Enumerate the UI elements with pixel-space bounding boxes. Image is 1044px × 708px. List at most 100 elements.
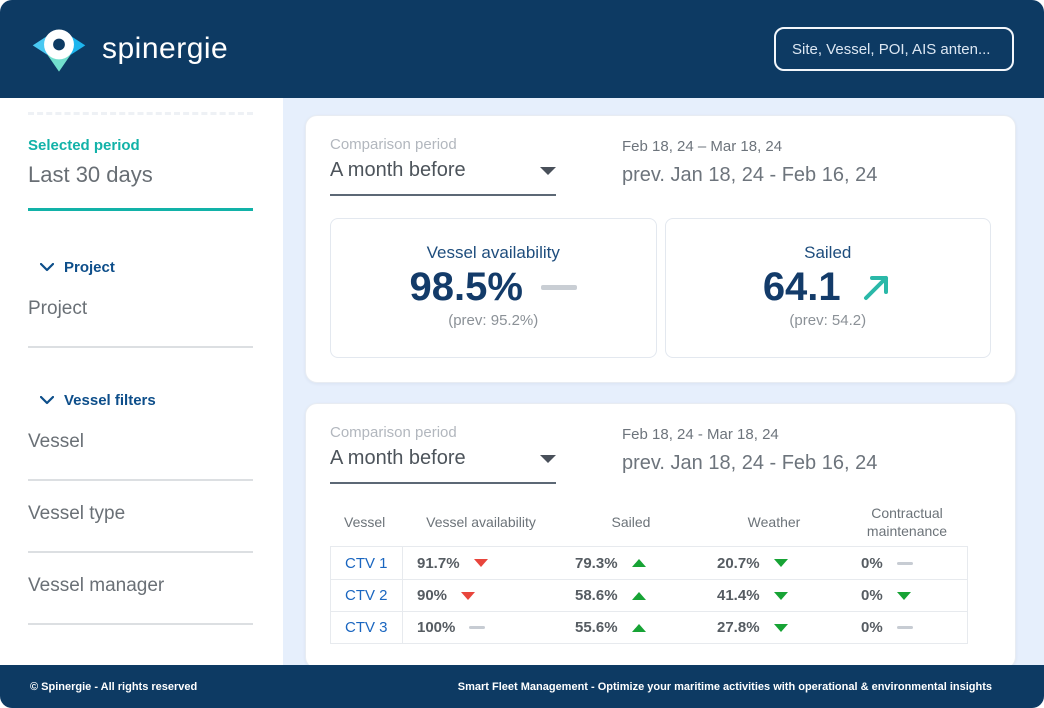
copyright-text: © Spinergie - All rights reserved [30,680,198,693]
caret-down-icon [540,166,556,175]
current-period: Feb 18, 24 – Mar 18, 24 [622,138,783,155]
metric-vessel-availability: Vessel availability 98.5% (prev: 95.2%) [330,218,657,358]
trend-down-icon [773,559,788,567]
trend-neutral-icon [896,561,913,565]
metric-value-row: 98.5% [410,265,577,310]
sailed-cell: 79.3% [561,555,703,572]
selected-period-underline [28,208,253,211]
table-header-row: Vessel Vessel availability Sailed Weathe… [330,498,968,546]
maintenance-cell: 0% [847,619,969,636]
weather-cell: 27.8% [703,619,847,636]
metric-value: 64.1 [762,265,841,309]
filter-vessel-type-underline [28,551,253,553]
comparison-period-block: Comparison period A month before [330,136,556,196]
maintenance-cell: 0% [847,555,969,572]
trend-up-icon [631,623,646,632]
comparison-period-value: A month before [330,447,466,469]
col-header-sailed: Sailed [611,513,651,530]
trend-down-icon [473,559,488,567]
metric-value: 98.5% [409,265,523,309]
app-header: spinergie [0,0,1044,98]
vessel-link[interactable]: CTV 1 [331,547,403,579]
chevron-down-icon [40,396,54,405]
availability-cell: 91.7% [403,555,561,572]
dashed-divider [28,112,253,115]
comparison-period-label: Comparison period [330,424,457,441]
brand-name: spinergie [102,32,229,65]
period-dates: Feb 18, 24 - Mar 18, 24 prev. Jan 18, 24… [622,426,877,484]
filter-project-underline [28,346,253,348]
vessel-table-card: Comparison period A month before Feb 18,… [305,403,1016,669]
period-dates: Feb 18, 24 – Mar 18, 24 prev. Jan 18, 24… [622,138,877,196]
tagline-text: Smart Fleet Management - Optimize your m… [457,680,992,693]
col-header-availability: Vessel availability [426,513,536,530]
selected-period-label: Selected period [28,137,140,154]
trend-neutral-icon [896,626,913,629]
trend-neutral-icon [540,285,577,290]
trend-down-icon [896,591,911,600]
comparison-period-block: Comparison period A month before [330,424,556,484]
previous-period: prev. Jan 18, 24 - Feb 16, 24 [622,452,878,474]
vessel-link[interactable]: CTV 3 [331,612,403,643]
kpi-card-header: Comparison period A month before Feb 18,… [330,136,991,196]
trend-up-arrow-icon [863,275,888,300]
section-title-vessel-filters: Vessel filters [64,392,156,409]
chevron-down-icon [40,263,54,272]
metric-previous: (prev: 54.2) [789,312,867,329]
global-search-input[interactable] [774,27,1014,71]
availability-cell: 100% [403,619,561,636]
col-header-weather: Weather [747,513,801,530]
trend-neutral-icon [469,626,486,629]
vessel-link[interactable]: CTV 2 [331,580,403,611]
col-header-maintenance: Contractual maintenance [866,504,948,539]
filter-vessel-manager-underline [28,623,253,625]
spinergie-pin-icon [32,29,86,72]
filter-project[interactable]: Project [28,298,88,319]
kpi-card: Comparison period A month before Feb 18,… [305,115,1016,383]
sailed-cell: 58.6% [561,587,703,604]
availability-cell: 90% [403,587,561,604]
spinergie-logo[interactable]: spinergie [30,20,228,78]
comparison-period-value: A month before [330,159,466,181]
vessel-table: Vessel Vessel availability Sailed Weathe… [330,498,968,644]
main-content: Comparison period A month before Feb 18,… [283,98,1044,669]
comparison-period-select[interactable]: A month before [330,447,556,484]
metric-title: Sailed [804,243,852,262]
metric-previous: (prev: 95.2%) [448,312,539,329]
filter-vessel-manager[interactable]: Vessel manager [28,575,165,596]
kpi-row: Vessel availability 98.5% (prev: 95.2%) … [330,218,991,358]
trend-down-icon [461,591,476,600]
table-row: CTV 3 100% 55.6% 27.8% [331,611,967,643]
filter-vessel-underline [28,479,253,481]
maintenance-cell: 0% [847,587,969,604]
filters-sidebar: Selected period Last 30 days Project Pro… [0,98,283,665]
sailed-cell: 55.6% [561,619,703,636]
comparison-period-label: Comparison period [330,136,457,153]
section-title-project: Project [64,259,115,276]
app-footer: © Spinergie - All rights reserved Smart … [0,665,1044,708]
section-toggle-vessel-filters[interactable]: Vessel filters [28,392,253,409]
trend-up-icon [631,559,646,567]
table-body: CTV 1 91.7% 79.3% 20.7% [330,546,968,644]
table-row: CTV 2 90% 58.6% 41.4% [331,579,967,611]
trend-down-icon [773,623,788,632]
col-header-vessel: Vessel [344,513,386,530]
table-card-header: Comparison period A month before Feb 18,… [330,424,991,484]
body-row: Selected period Last 30 days Project Pro… [0,98,1044,669]
weather-cell: 41.4% [703,587,847,604]
previous-period: prev. Jan 18, 24 - Feb 16, 24 [622,164,878,186]
caret-down-icon [540,454,556,463]
trend-down-icon [773,591,788,600]
metric-value-row: 64.1 [763,265,893,310]
trend-up-icon [631,591,646,600]
selected-period-value[interactable]: Last 30 days [28,162,153,187]
weather-cell: 20.7% [703,555,847,572]
section-toggle-project[interactable]: Project [28,259,253,276]
metric-sailed: Sailed 64.1 (prev: 54.2) [664,218,991,358]
metric-title: Vessel availability [426,243,560,262]
comparison-period-select[interactable]: A month before [330,159,556,196]
filter-vessel-type[interactable]: Vessel type [28,503,126,524]
filter-vessel[interactable]: Vessel [28,431,84,452]
table-row: CTV 1 91.7% 79.3% 20.7% [331,547,967,579]
